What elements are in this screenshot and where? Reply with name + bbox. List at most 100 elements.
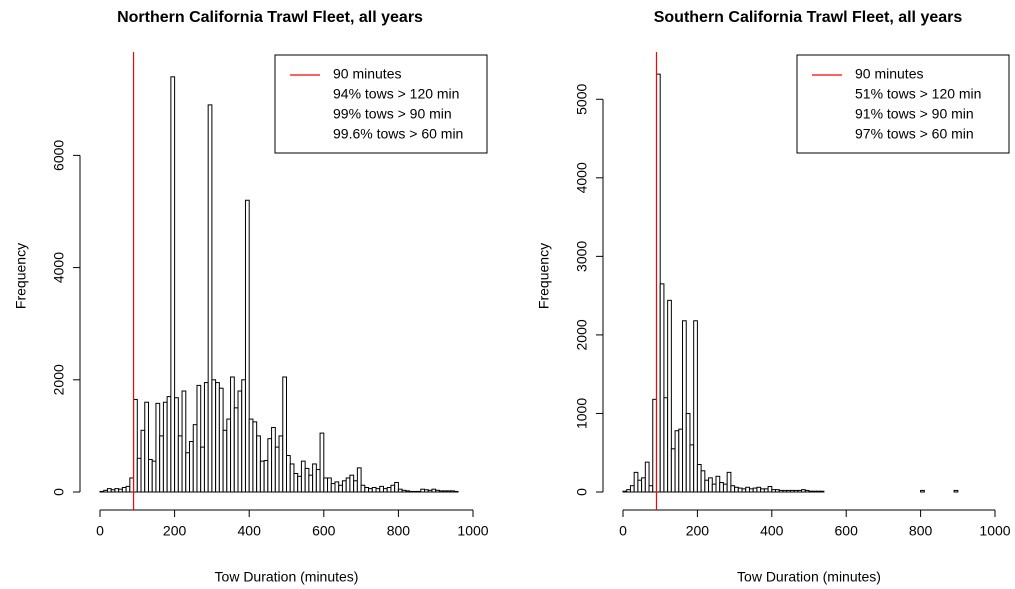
histogram-bar (804, 489, 810, 493)
histogram-bar (144, 401, 149, 493)
x-tick-label: 600 (312, 523, 336, 539)
histogram-bar (300, 460, 306, 493)
histogram-bar (349, 474, 355, 493)
histogram-bar (801, 489, 806, 493)
histogram-bar (752, 487, 758, 493)
histogram-bar (259, 460, 265, 493)
histogram-bar (693, 320, 698, 493)
x-tick-label: 1000 (457, 523, 488, 539)
histogram-bar (450, 490, 455, 493)
histogram-bar (155, 402, 161, 493)
histogram-bar (147, 458, 153, 493)
histogram-bar (659, 283, 665, 493)
histogram-bar (114, 488, 120, 493)
histogram-bar (782, 489, 788, 493)
histogram-bar (819, 490, 825, 493)
histogram-bar (237, 390, 243, 493)
histogram-bar (319, 432, 325, 493)
x-tick-label: 0 (96, 523, 104, 539)
histogram-bar (390, 484, 396, 493)
histogram-bar (626, 489, 631, 493)
legend-label: 90 minutes (855, 66, 923, 82)
histogram-bar (629, 485, 635, 493)
histogram-bar (682, 320, 687, 493)
histogram-bar (121, 487, 127, 493)
y-tick-label: 4000 (574, 162, 590, 193)
histogram-bar (771, 489, 777, 493)
legend-note: 94% tows > 120 min (333, 86, 459, 102)
histogram-bar (412, 490, 418, 493)
histogram-bar (200, 446, 205, 493)
histogram-bar (327, 477, 332, 493)
histogram-bar (218, 387, 224, 493)
histogram-bar (401, 489, 407, 493)
histogram-bar (797, 489, 803, 493)
histogram-bar (282, 376, 287, 493)
x-tick-label: 800 (909, 523, 933, 539)
histogram-bar (226, 418, 232, 493)
y-tick-label: 4000 (51, 252, 67, 283)
histogram-bar (920, 489, 925, 493)
y-tick-label: 2000 (574, 319, 590, 350)
histogram-bar (446, 490, 452, 493)
legend-box (274, 54, 488, 154)
histogram-bar (442, 490, 448, 493)
histogram-bar (379, 485, 384, 493)
histogram-bar (353, 480, 358, 493)
histogram-bar (308, 474, 314, 493)
histogram-bar (748, 488, 754, 493)
histogram-bar (241, 379, 246, 493)
histogram-bar (711, 483, 717, 493)
histogram-bar (745, 486, 750, 493)
histogram-bar (140, 429, 146, 493)
x-tick-label: 800 (387, 523, 411, 539)
histogram-bar (267, 438, 273, 493)
histogram-bar (427, 489, 433, 493)
x-tick-label: 200 (686, 523, 710, 539)
histogram-bar (174, 397, 179, 493)
histogram-bar (323, 477, 329, 493)
histogram-bar (431, 488, 437, 493)
histogram-bar (256, 435, 261, 493)
histogram-bar (274, 446, 280, 493)
histogram-bar (808, 490, 814, 493)
histogram-bar (405, 490, 411, 493)
histogram-bar (293, 472, 299, 493)
histogram-bar (767, 486, 773, 493)
histogram-bar (192, 424, 198, 493)
legend-note: 97% tows > 60 min (855, 126, 974, 142)
histogram-bar (222, 429, 228, 493)
histogram-bar (397, 488, 403, 493)
histogram-bar (233, 407, 239, 493)
histogram-bar (737, 487, 743, 493)
histogram-bar (789, 489, 795, 493)
histogram-bar (263, 460, 269, 493)
histogram-bar (670, 448, 676, 493)
histogram-bar (230, 376, 235, 493)
histogram-bar (763, 488, 769, 493)
histogram-bar (203, 382, 209, 493)
histogram-bar (704, 479, 710, 493)
histogram-bar (793, 489, 799, 493)
histogram-bar (360, 484, 366, 493)
histogram-bar (345, 477, 351, 493)
x-axis-label: Tow Duration (minutes) (215, 569, 359, 585)
histogram-bar (815, 490, 821, 493)
histogram-bar (356, 467, 362, 493)
histogram-bar (297, 475, 302, 493)
y-tick-label: 0 (574, 488, 590, 496)
histogram-bar (136, 457, 142, 493)
histogram-bar (700, 470, 706, 493)
y-tick-label: 6000 (51, 140, 67, 171)
histogram-bar (110, 489, 116, 493)
histogram-bar (207, 104, 213, 493)
legend-label: 90 minutes (333, 66, 401, 82)
histogram-bar (678, 428, 684, 493)
histogram-bar (685, 412, 691, 493)
histogram-bar (215, 382, 220, 493)
histogram-bar (271, 426, 276, 493)
histogram-bar (181, 390, 187, 493)
histogram-bar (330, 483, 336, 493)
histogram-bar (371, 487, 377, 493)
